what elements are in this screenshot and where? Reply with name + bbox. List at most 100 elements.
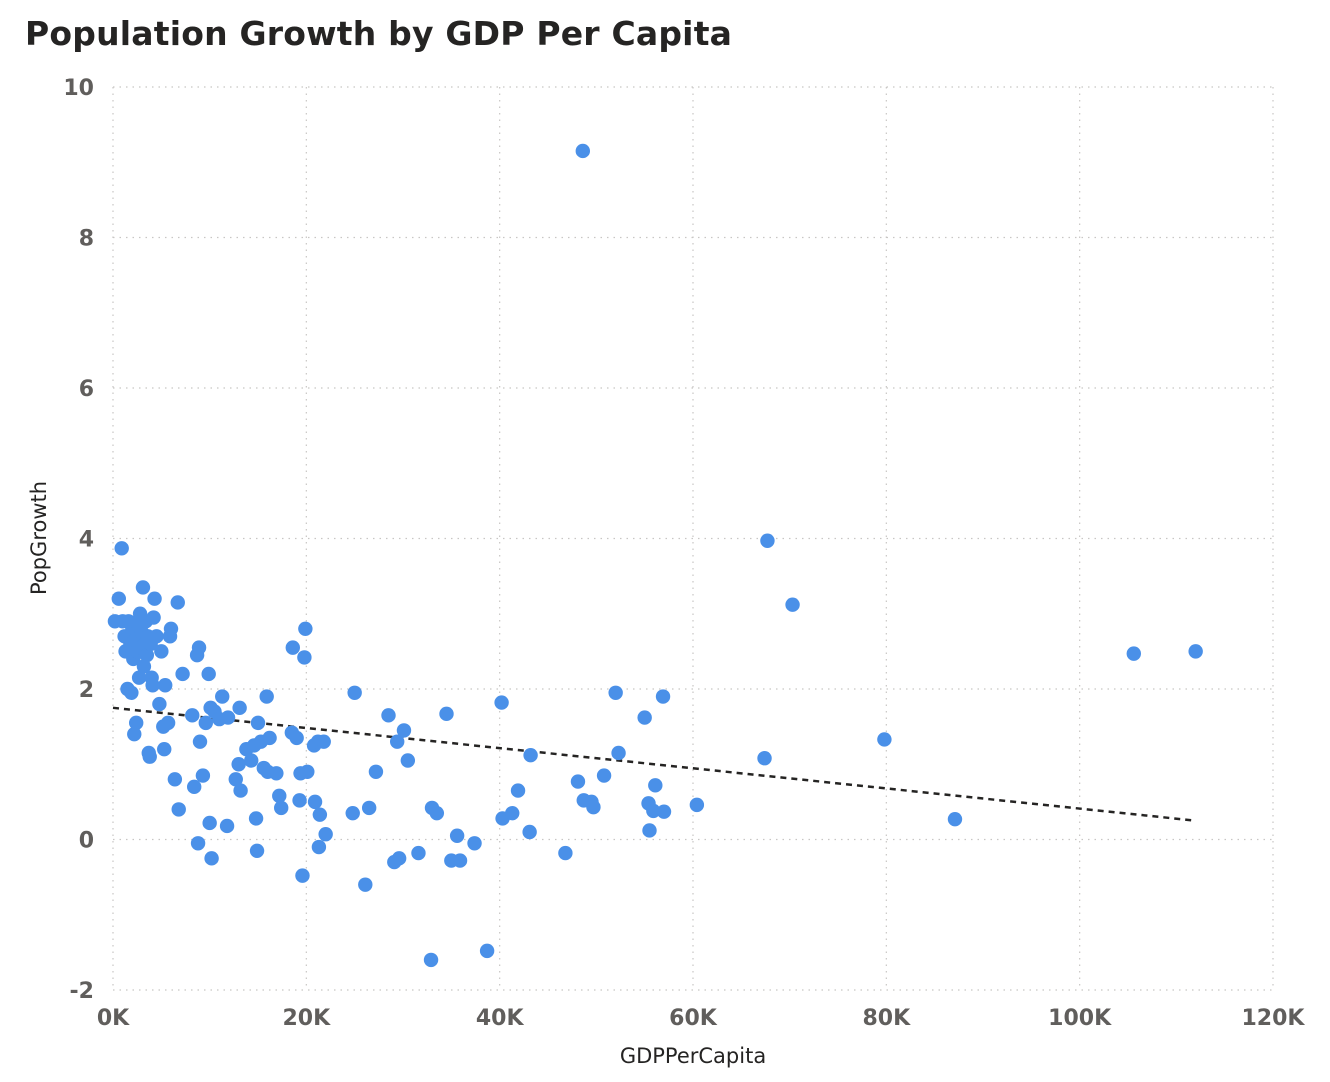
data-point: [381, 708, 396, 723]
data-point: [262, 730, 277, 746]
y-axis-title: PopGrowth: [27, 481, 51, 595]
data-point: [642, 823, 657, 838]
data-point: [423, 952, 439, 968]
data-point: [391, 851, 407, 866]
data-point: [170, 595, 185, 610]
data-point: [111, 591, 127, 606]
data-point: [136, 659, 152, 674]
data-point: [289, 730, 304, 746]
data-point: [163, 621, 179, 636]
data-point: [269, 766, 284, 781]
data-point: [285, 640, 300, 655]
data-point: [175, 666, 190, 682]
data-point: [646, 803, 661, 819]
data-point: [608, 685, 623, 700]
data-point: [157, 742, 172, 757]
data-point: [250, 715, 266, 731]
data-point: [215, 689, 230, 704]
y-tick-label: -2: [70, 979, 94, 1004]
data-point: [192, 734, 208, 749]
data-point: [439, 706, 454, 722]
data-point: [232, 700, 247, 716]
data-point: [396, 723, 412, 738]
y-tick-label: 4: [79, 528, 94, 553]
data-point: [167, 772, 183, 787]
data-point: [160, 715, 176, 731]
data-point: [358, 877, 373, 892]
data-point: [494, 695, 509, 710]
data-point: [145, 678, 160, 693]
data-point: [231, 757, 246, 772]
data-point: [1188, 644, 1203, 659]
data-point: [575, 143, 590, 159]
data-point: [171, 802, 186, 817]
data-point: [429, 805, 445, 821]
data-point: [656, 804, 672, 819]
data-point: [135, 580, 151, 595]
data-point: [316, 734, 331, 749]
data-point: [467, 836, 482, 851]
data-point: [131, 670, 147, 685]
data-point: [877, 732, 892, 747]
y-axis-tick-labels: -2 0 2 4 6 8 10: [63, 76, 94, 1004]
x-axis-title: GDPPerCapita: [620, 1044, 766, 1068]
data-point: [204, 851, 219, 866]
data-point: [142, 749, 157, 764]
data-point: [757, 751, 772, 766]
data-point: [522, 824, 537, 840]
data-point: [361, 800, 377, 816]
x-tick-label: 20K: [282, 1006, 331, 1031]
data-point: [311, 839, 327, 855]
data-point: [129, 715, 144, 731]
data-point: [297, 650, 312, 665]
data-point: [347, 685, 362, 700]
data-point: [149, 629, 164, 644]
data-point: [479, 943, 495, 959]
data-point: [244, 753, 259, 768]
data-point: [570, 774, 586, 789]
data-point: [655, 689, 671, 704]
data-point: [259, 689, 274, 704]
x-tick-label: 80K: [862, 1006, 911, 1031]
data-point: [298, 621, 313, 636]
data-point: [195, 768, 211, 783]
data-point: [307, 794, 323, 810]
data-point: [1126, 646, 1142, 661]
data-point: [452, 853, 468, 868]
data-point: [648, 778, 663, 793]
data-point: [292, 793, 307, 808]
data-point: [586, 799, 601, 815]
data-point: [191, 640, 207, 655]
data-point: [139, 647, 155, 663]
data-point: [689, 797, 705, 813]
grid-lines: [112, 86, 1274, 991]
x-tick-label: 100K: [1048, 1006, 1112, 1031]
data-point: [312, 807, 328, 822]
data-point: [201, 666, 216, 682]
data-point: [124, 685, 139, 700]
data-point: [505, 805, 520, 821]
data-point: [449, 828, 465, 843]
data-point: [127, 726, 142, 742]
data-point: [190, 836, 206, 851]
y-tick-label: 8: [79, 227, 94, 252]
data-point: [147, 591, 162, 606]
data-point: [248, 811, 264, 826]
data-point: [274, 800, 289, 816]
data-point: [154, 644, 169, 659]
data-points: [107, 143, 1203, 968]
data-point: [510, 783, 526, 798]
data-point: [198, 715, 213, 731]
data-point: [947, 811, 963, 827]
data-point: [760, 533, 775, 548]
data-point: [219, 818, 235, 834]
data-point: [345, 805, 360, 821]
data-point: [228, 772, 243, 787]
data-point: [400, 753, 416, 768]
data-point: [114, 541, 129, 556]
y-tick-label: 2: [79, 678, 94, 703]
data-point: [233, 783, 248, 798]
data-point: [295, 868, 310, 883]
x-tick-label: 60K: [669, 1006, 718, 1031]
